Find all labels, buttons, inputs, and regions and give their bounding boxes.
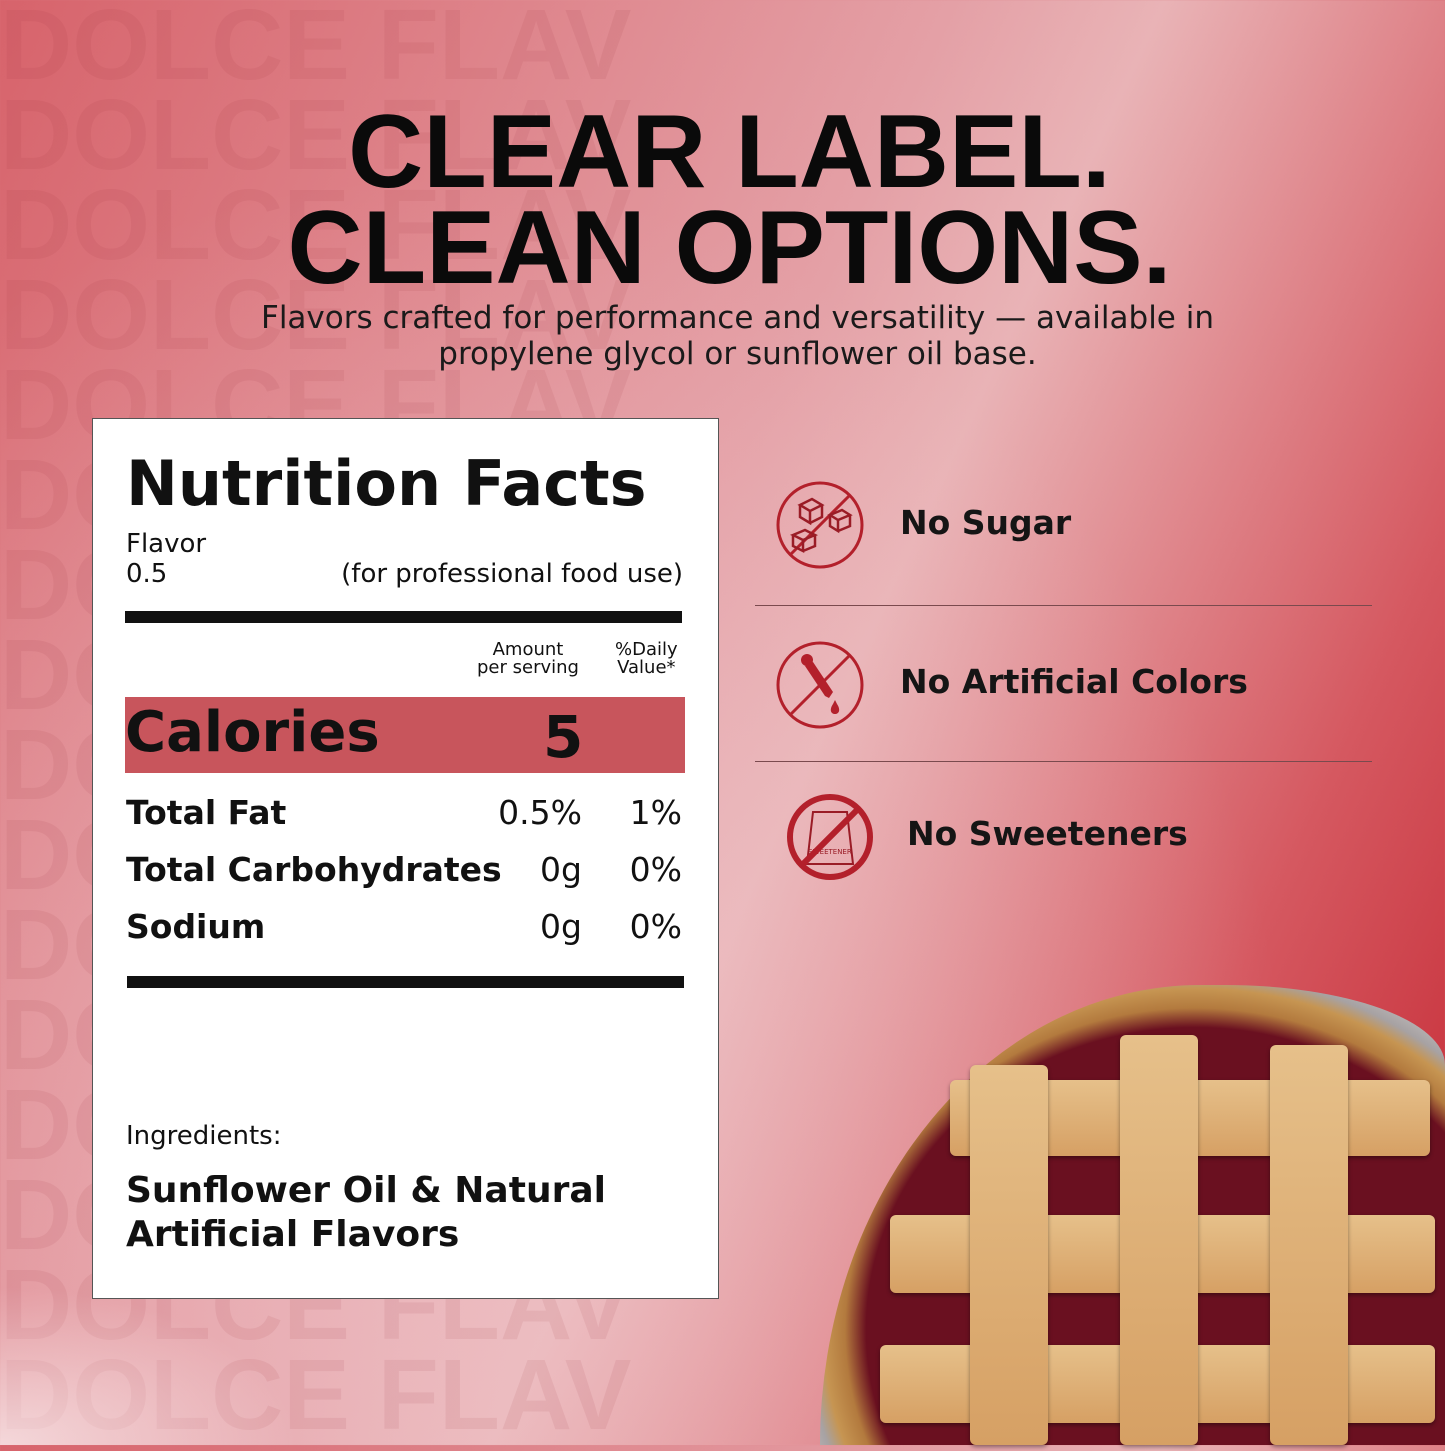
nutrient-row: Sodium 0g 0% — [126, 907, 682, 947]
nutrient-amount: 0g — [540, 907, 582, 946]
nutrient-amount: 0g — [540, 850, 582, 889]
amount-header-l1: Amount — [492, 639, 564, 660]
nutrition-title: Nutrition Facts — [126, 447, 647, 520]
nutrient-name: Total Carbohydrates — [126, 850, 502, 889]
flavor-label: Flavor — [126, 529, 207, 559]
nutrient-amount: 0.5% — [498, 793, 582, 832]
watermark-row: DOLCE FLAV — [0, 0, 632, 101]
watermark-row: DOLCE FLAV — [0, 79, 632, 191]
divider — [755, 605, 1372, 606]
feature-no-sugar: No Sugar — [900, 503, 1072, 542]
headline: CLEAR LABEL. CLEAN OPTIONS. — [0, 94, 1445, 306]
nutrient-row: Total Fat 0.5% 1% — [126, 793, 682, 833]
daily-header-l2: Value* — [617, 657, 676, 678]
pie-lattice-strip — [970, 1065, 1048, 1445]
daily-header-l1: %Daily — [615, 639, 678, 660]
pie-lattice-strip — [1270, 1045, 1348, 1445]
divider-thick — [127, 976, 684, 988]
subtitle: Flavors crafted for performance and vers… — [0, 300, 1445, 372]
amount-header-l2: per serving — [477, 657, 579, 678]
cherry-pie-image — [820, 985, 1445, 1445]
amount-header: Amount per serving — [477, 641, 579, 677]
ingredients-text: Sunflower Oil & Natural Artificial Flavor… — [126, 1169, 606, 1257]
sugar-powder — [0, 1285, 300, 1445]
nutrient-daily: 0% — [629, 907, 682, 946]
nutrient-name: Sodium — [126, 907, 266, 946]
subtitle-line1: Flavors crafted for performance and vers… — [260, 300, 1214, 336]
pie-lattice-strip — [1120, 1035, 1198, 1445]
flavor-serving: Flavor 0.5 — [126, 529, 206, 589]
no-sugar-cubes-icon — [776, 481, 864, 569]
use-note: (for professional food use) — [341, 559, 683, 589]
ingredients-label: Ingredients: — [126, 1121, 282, 1151]
nutrient-daily: 1% — [629, 793, 682, 832]
calories-value: 5 — [543, 703, 584, 771]
nutrient-name: Total Fat — [126, 793, 287, 832]
subtitle-line2: propylene glycol or sunflower oil base. — [438, 336, 1037, 372]
ingredients-line1: Sunflower Oil & Natural — [126, 1170, 606, 1211]
nutrition-facts-panel: Nutrition Facts Flavor 0.5 (for professio… — [92, 418, 719, 1299]
feature-no-sweeteners: No Sweeteners — [907, 814, 1188, 853]
sweetener-icon-text: SWEETENER — [808, 848, 852, 856]
nutrient-daily: 0% — [629, 850, 682, 889]
watermark-row: DOLCE FLAV — [0, 259, 632, 371]
ingredients-line2: Artificial Flavors — [126, 1214, 460, 1255]
nutrient-row: Total Carbohydrates 0g 0% — [126, 850, 682, 890]
headline-line2: CLEAN OPTIONS. — [287, 190, 1172, 306]
flavor-value: 0.5 — [126, 559, 168, 589]
divider — [755, 761, 1372, 762]
headline-line1: CLEAR LABEL. — [348, 94, 1111, 210]
feature-no-artificial-colors: No Artificial Colors — [900, 662, 1248, 701]
calories-row: Calories 5 — [125, 697, 685, 773]
watermark-row: DOLCE FLAV — [0, 169, 632, 281]
no-dropper-icon — [776, 641, 864, 729]
divider-thick — [125, 611, 682, 623]
no-sweetener-icon: SWEETENER — [787, 794, 873, 880]
calories-label: Calories — [125, 700, 380, 765]
daily-value-header: %Daily Value* — [615, 641, 678, 677]
